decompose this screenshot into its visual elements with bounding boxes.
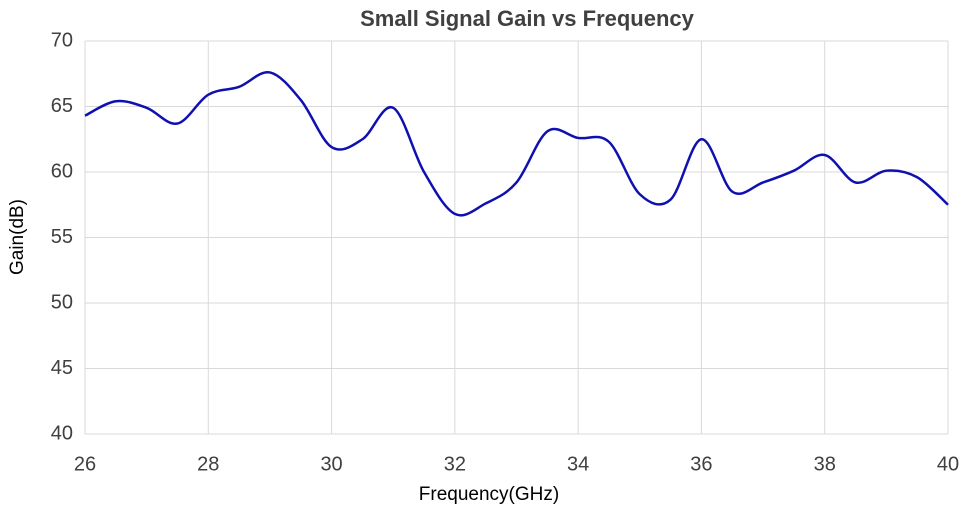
chart-title: Small Signal Gain vs Frequency [360, 6, 695, 31]
data-line [84, 71, 949, 217]
y-tick-label: 45 [51, 357, 73, 379]
y-tick-label: 65 [51, 95, 73, 117]
x-tick-label: 36 [690, 453, 712, 475]
y-tick-label: 55 [51, 226, 73, 248]
y-tick-label: 60 [51, 160, 73, 182]
x-tick-label: 26 [74, 453, 96, 475]
x-tick-label: 38 [814, 453, 836, 475]
y-tick-label: 40 [51, 422, 73, 444]
y-tick-label: 50 [51, 291, 73, 313]
x-tick-label: 32 [444, 453, 466, 475]
y-tick-label: 70 [51, 29, 73, 51]
x-axis-title: Frequency(GHz) [419, 484, 559, 505]
y-axis-title: Gain(dB) [7, 199, 28, 275]
x-tick-label: 30 [320, 453, 342, 475]
x-tick-label: 40 [937, 453, 959, 475]
x-tick-label: 34 [567, 453, 589, 475]
x-tick-label: 28 [197, 453, 219, 475]
